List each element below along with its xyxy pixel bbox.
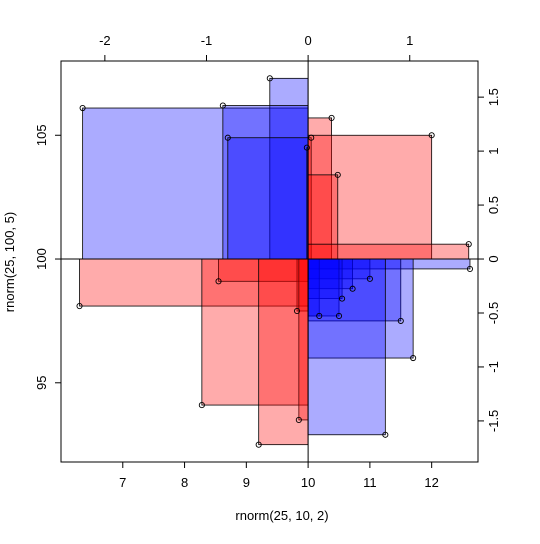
rect-7 [307, 134, 433, 260]
y-axis-title: rnorm(25, 100, 5) [2, 212, 17, 312]
rect-2 [222, 105, 309, 260]
right-tick-label-5: -1 [486, 361, 501, 373]
point-7 [428, 132, 435, 139]
rect-14 [307, 258, 353, 290]
point-15 [339, 295, 346, 302]
point-layer [76, 75, 474, 448]
right-tick-label-2: 0.5 [486, 196, 501, 214]
bottom-tick-label-5: 12 [424, 475, 438, 490]
point-20 [410, 354, 417, 362]
top-tick-label-2: 0 [304, 33, 311, 48]
rect-15 [307, 258, 343, 300]
point-19 [397, 317, 404, 324]
point-9 [465, 241, 472, 248]
point-21 [198, 402, 205, 409]
point-4 [328, 114, 335, 121]
right-tick-label-1: 1 [486, 147, 501, 154]
left-tick-label-2: 105 [34, 124, 49, 146]
bottom-tick-label-4: 11 [363, 475, 377, 490]
point-23 [382, 431, 389, 438]
right-tick-label-6: -1.5 [486, 410, 501, 432]
bottom-tick-label-2: 9 [243, 475, 250, 490]
point-16 [293, 307, 301, 315]
rect-0 [82, 107, 309, 260]
top-tick-label-3: 1 [406, 33, 413, 48]
top-tick-label-1: -1 [201, 33, 213, 48]
rect-8 [307, 174, 339, 260]
point-22 [295, 416, 302, 423]
point-12 [215, 278, 222, 285]
point-0 [79, 104, 86, 112]
right-tick-label-3: 0 [486, 255, 501, 262]
rect-23 [307, 258, 386, 436]
top-tick-label-0: -2 [99, 33, 111, 48]
point-14 [349, 285, 356, 292]
rect-18 [307, 258, 340, 317]
point-11 [76, 303, 83, 310]
point-18 [335, 312, 343, 320]
point-1 [266, 75, 273, 82]
point-10 [466, 265, 474, 272]
rect-1 [269, 77, 309, 260]
point-24 [255, 441, 262, 448]
rect-9 [307, 243, 470, 260]
left-tick-label-0: 95 [34, 376, 49, 390]
point-8 [334, 171, 341, 178]
rect-20 [307, 258, 414, 359]
plot-frame [60, 60, 479, 463]
bottom-tick-label-1: 8 [181, 475, 188, 490]
rect-24 [258, 258, 309, 446]
point-13 [366, 275, 373, 282]
rect-3 [227, 137, 309, 260]
point-5 [303, 144, 310, 151]
bottom-tick-label-3: 10 [301, 475, 315, 490]
left-tick-label-1: 100 [34, 248, 49, 270]
point-2 [219, 102, 226, 109]
bottom-tick-label-0: 7 [119, 475, 126, 490]
x-axis-title: rnorm(25, 10, 2) [235, 508, 328, 523]
axes-layer: 7 8 9 10 11 12 -2 -1 0 1 95 100 105 1.5 1 0.5 0 -0.5 -1 -1.… [34, 33, 501, 490]
point-3 [224, 134, 231, 141]
rect-layer [79, 77, 471, 446]
right-tick-label-4: -0.5 [486, 302, 501, 324]
point-17 [316, 312, 323, 320]
right-tick-label-0: 1.5 [486, 88, 501, 106]
